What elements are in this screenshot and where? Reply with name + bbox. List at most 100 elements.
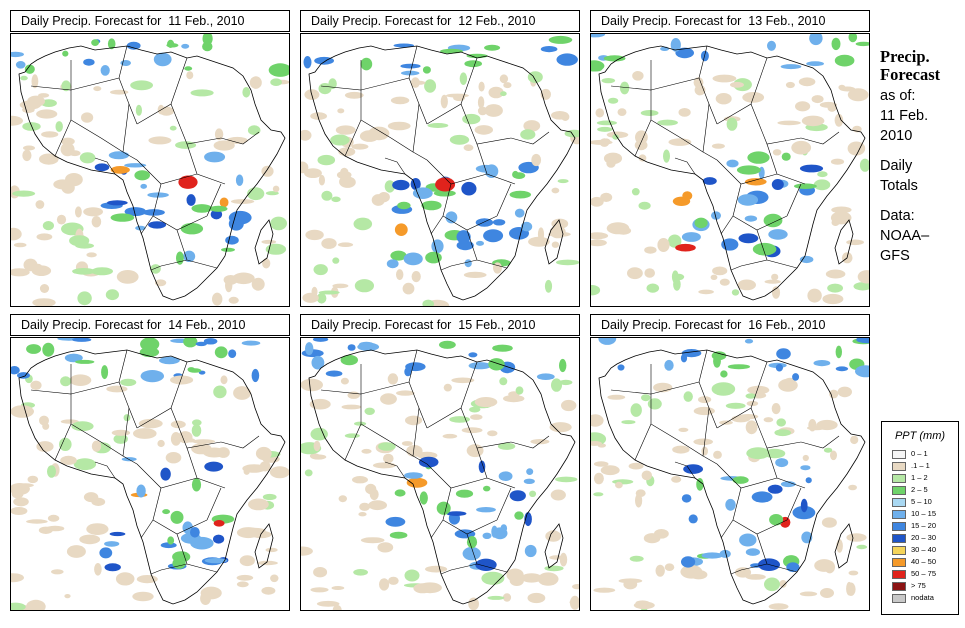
precip-patch <box>170 432 182 446</box>
precip-patch <box>555 259 579 266</box>
precip-patch <box>394 489 406 497</box>
precip-patch <box>328 78 337 90</box>
precip-patch <box>404 472 423 479</box>
precip-patch <box>133 428 157 439</box>
country-border <box>150 563 188 575</box>
precip-patch <box>503 395 525 403</box>
precip-patch <box>209 205 228 212</box>
precip-patch <box>190 89 214 97</box>
precip-patch <box>551 378 562 392</box>
precip-patch <box>821 517 837 528</box>
precip-patch <box>514 208 525 218</box>
precip-patch <box>436 501 451 515</box>
precip-patch <box>303 56 312 69</box>
precip-patch <box>668 138 692 146</box>
precip-patch <box>204 461 224 472</box>
country-border <box>716 463 778 489</box>
precip-patch <box>484 44 501 51</box>
precip-patch <box>593 472 604 485</box>
precip-patch <box>763 213 783 228</box>
precip-patch <box>468 352 478 358</box>
precip-patch <box>738 233 759 244</box>
precip-patch <box>113 434 128 444</box>
precip-patch <box>27 475 39 484</box>
precip-patch <box>203 338 218 345</box>
precip-patch <box>236 581 249 588</box>
precip-patch <box>344 91 364 99</box>
precip-patch <box>466 536 478 549</box>
precip-patch <box>332 604 342 610</box>
precip-patch <box>236 527 260 539</box>
precip-patch <box>354 279 374 293</box>
precip-patch <box>31 74 39 89</box>
precip-patch <box>725 402 746 409</box>
precip-patch <box>153 52 172 67</box>
precip-patch <box>384 180 395 193</box>
precip-patch <box>27 95 45 107</box>
precip-patch <box>487 595 505 600</box>
legend-label: 15 – 20 <box>911 521 937 530</box>
precip-patch <box>559 379 573 386</box>
precip-patch <box>696 478 704 491</box>
precip-patch <box>559 358 567 373</box>
precip-patch <box>311 355 325 370</box>
legend-item: 15 – 20 <box>892 521 956 532</box>
precip-patch <box>56 214 67 225</box>
precip-patch <box>799 255 814 264</box>
precip-patch <box>850 435 859 445</box>
precip-patch <box>91 440 102 452</box>
precip-patch <box>548 231 571 237</box>
precip-patch <box>310 112 327 120</box>
precip-patch <box>106 200 128 206</box>
precip-patch <box>847 141 866 156</box>
precip-patch <box>313 567 328 578</box>
precip-patch <box>214 346 228 359</box>
precip-patch <box>11 268 30 277</box>
precip-patch <box>856 338 869 344</box>
precip-patch <box>477 96 485 109</box>
precip-patch <box>683 464 703 474</box>
precip-patch <box>341 404 362 410</box>
precip-patch <box>595 108 605 118</box>
precip-patch <box>492 219 506 226</box>
precip-patch <box>359 502 370 511</box>
country-border <box>786 487 802 521</box>
country-border <box>730 259 768 271</box>
panel-title-text: Daily Precip. Forecast for 12 Feb., 2010 <box>311 14 536 28</box>
precip-patch <box>780 64 802 70</box>
precip-patch <box>745 574 766 580</box>
precip-patch <box>830 450 837 461</box>
precip-patch <box>771 273 779 281</box>
precip-patch <box>310 427 328 441</box>
precip-patch <box>111 429 131 436</box>
precip-patch <box>694 217 708 229</box>
sidebar-heading-precip: Precip. <box>880 47 930 66</box>
precip-patch <box>100 65 110 76</box>
precip-patch <box>536 373 555 380</box>
legend-item: 0 – 1 <box>892 449 956 460</box>
country-border <box>100 137 124 153</box>
precip-patch <box>551 241 560 248</box>
precip-patch <box>134 170 150 181</box>
precip-patch <box>456 230 471 244</box>
precip-patch <box>36 441 54 452</box>
precip-patch <box>670 38 681 52</box>
precip-patch <box>831 219 840 226</box>
precip-patch <box>301 129 312 141</box>
country-border <box>150 259 188 271</box>
precip-patch <box>619 81 630 95</box>
precip-patch <box>72 268 96 275</box>
precip-patch <box>603 55 626 62</box>
country-border <box>100 441 124 457</box>
forecast-panel: Daily Precip. Forecast for 12 Feb., 2010 <box>300 10 580 307</box>
precip-patch <box>101 365 109 380</box>
precip-patch <box>42 342 55 357</box>
precip-patch <box>776 348 791 360</box>
precip-patch <box>509 190 531 199</box>
precip-patch <box>814 559 835 572</box>
precip-patch <box>371 194 385 206</box>
precip-patch <box>331 196 341 203</box>
precip-patch <box>412 80 426 85</box>
precip-patch <box>331 586 345 590</box>
country-border <box>122 103 138 161</box>
